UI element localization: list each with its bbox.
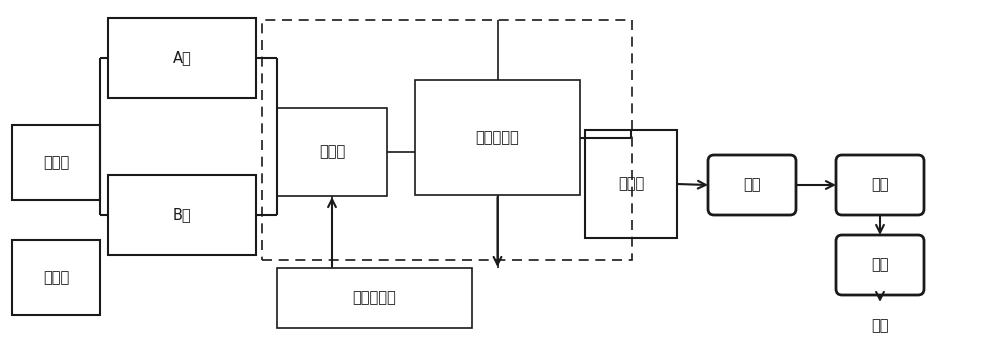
Bar	[585, 130, 677, 238]
Bar	[108, 18, 256, 98]
Text: 打浆: 打浆	[871, 177, 889, 193]
Text: 原料液: 原料液	[43, 155, 69, 170]
Bar	[277, 268, 472, 328]
Bar	[108, 175, 256, 255]
FancyBboxPatch shape	[836, 155, 924, 215]
Bar	[12, 125, 100, 200]
Text: B泵: B泵	[173, 207, 191, 223]
Bar	[277, 108, 387, 196]
Text: 过滤: 过滤	[871, 257, 889, 273]
FancyBboxPatch shape	[836, 235, 924, 295]
Text: 混合器: 混合器	[319, 144, 345, 160]
Text: 过滤: 过滤	[743, 177, 761, 193]
Text: 淬灭液: 淬灭液	[618, 177, 644, 192]
Bar	[262, 20, 632, 260]
Text: A泵: A泵	[173, 51, 191, 65]
Text: 主反应管路: 主反应管路	[476, 130, 519, 145]
Bar	[12, 240, 100, 315]
Bar	[415, 80, 580, 195]
Text: 辅料液: 辅料液	[43, 270, 69, 285]
FancyBboxPatch shape	[708, 155, 796, 215]
Text: 产物: 产物	[871, 318, 889, 333]
Text: 循环冷却液: 循环冷却液	[353, 291, 396, 306]
